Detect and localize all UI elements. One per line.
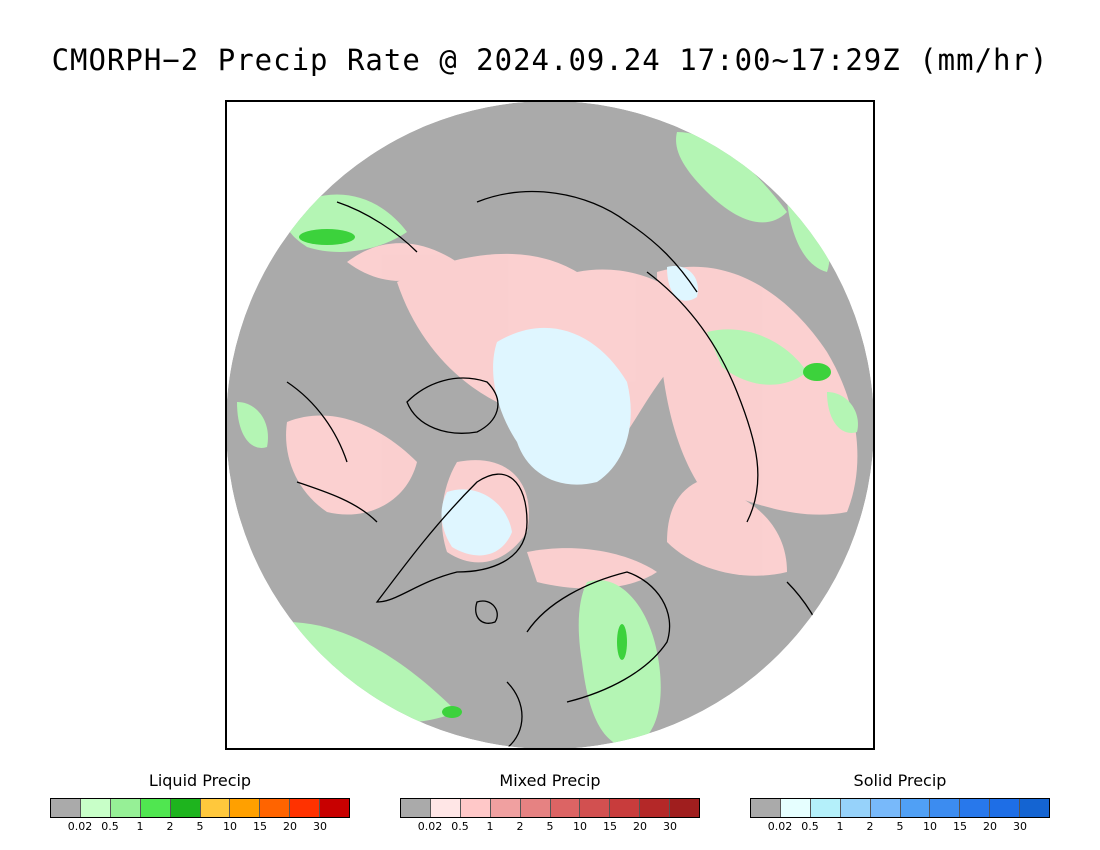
- legend-tick-label: 20: [983, 820, 997, 833]
- legend-mixed: Mixed Precip 0.02 0.5 1 2 5 10 15 20 30: [400, 770, 700, 834]
- legend-swatch: [549, 799, 580, 817]
- legend-tick-label: 5: [896, 820, 904, 833]
- legend-tick-label: 2: [516, 820, 524, 833]
- legend-swatch: [959, 799, 990, 817]
- legend-swatch: [319, 799, 350, 817]
- legend-tick-label: 15: [953, 820, 967, 833]
- legend-tick-label: 0.5: [801, 820, 819, 833]
- legend-swatch: [929, 799, 960, 817]
- tick-labels-solid: 0.02 0.5 1 2 5 10 15 20 30: [750, 820, 1050, 834]
- legend-swatch: [429, 799, 460, 817]
- legend-tick-label: 30: [663, 820, 677, 833]
- legend-swatch: [579, 799, 610, 817]
- legend-swatch: [169, 799, 200, 817]
- legend-tick-label: 0.5: [451, 820, 469, 833]
- legend-swatch: [989, 799, 1020, 817]
- legend-swatch: [869, 799, 900, 817]
- legend-liquid: Liquid Precip 0.02 0.5 1 2 5 10 15 20 30: [50, 770, 350, 834]
- legend-swatch: [809, 799, 840, 817]
- color-bar-solid: [750, 798, 1050, 818]
- legend-title-mixed: Mixed Precip: [499, 771, 601, 790]
- legend-swatch: [79, 799, 110, 817]
- legend-title-liquid: Liquid Precip: [148, 771, 252, 790]
- legend-tick-label: 30: [313, 820, 327, 833]
- legend-swatch: [139, 799, 170, 817]
- liquid-precip-regions: [237, 132, 858, 748]
- legend-swatch: [401, 799, 430, 817]
- legend-swatch: [229, 799, 260, 817]
- legend-swatch: [489, 799, 520, 817]
- legend-swatch: [519, 799, 550, 817]
- legend-tick-label: 0.02: [417, 820, 443, 833]
- legend-tick-label: 20: [283, 820, 297, 833]
- legend-tick-label: 10: [223, 820, 237, 833]
- legend-swatch: [51, 799, 80, 817]
- tick-labels-mixed: 0.02 0.5 1 2 5 10 15 20 30: [400, 820, 700, 834]
- polar-precip-map: [225, 100, 875, 750]
- legend-swatch: [639, 799, 670, 817]
- legend-swatch: [259, 799, 290, 817]
- legend-swatch: [751, 799, 780, 817]
- legend-tick-label: 0.02: [67, 820, 93, 833]
- legend-tick-label: 5: [196, 820, 204, 833]
- legend-swatch: [839, 799, 870, 817]
- legend-tick-label: 1: [136, 820, 144, 833]
- legend-tick-label: 5: [546, 820, 554, 833]
- legend-tick-label: 2: [866, 820, 874, 833]
- legend-tick-label: 2: [166, 820, 174, 833]
- legend-swatch: [899, 799, 930, 817]
- legend-solid: Solid Precip 0.02 0.5 1 2 5 10 15 20 30: [750, 770, 1050, 834]
- chart-title: CMORPH−2 Precip Rate @ 2024.09.24 17:00~…: [51, 43, 1049, 77]
- legend-tick-label: 10: [923, 820, 937, 833]
- legend-swatch: [459, 799, 490, 817]
- legend-swatch: [609, 799, 640, 817]
- legend-swatch: [109, 799, 140, 817]
- solid-precip-regions: [441, 266, 698, 556]
- legend-tick-label: 15: [603, 820, 617, 833]
- legend-tick-label: 1: [836, 820, 844, 833]
- legend-swatch: [779, 799, 810, 817]
- legend-swatch: [1019, 799, 1050, 817]
- legend-tick-label: 20: [633, 820, 647, 833]
- legend-tick-label: 0.02: [767, 820, 793, 833]
- legend-tick-label: 10: [573, 820, 587, 833]
- legend-swatch: [669, 799, 700, 817]
- legend-title-solid: Solid Precip: [853, 771, 947, 790]
- legend-tick-label: 1: [486, 820, 494, 833]
- legend-swatch: [199, 799, 230, 817]
- map-canvas: [227, 102, 873, 748]
- coastlines: [286, 191, 828, 748]
- legend-swatch: [289, 799, 320, 817]
- legend-tick-label: 15: [253, 820, 267, 833]
- heavier-liquid-cells: [299, 229, 831, 718]
- legend-tick-label: 30: [1013, 820, 1027, 833]
- tick-labels-liquid: 0.02 0.5 1 2 5 10 15 20 30: [50, 820, 350, 834]
- color-bar-liquid: [50, 798, 350, 818]
- legend-tick-label: 0.5: [101, 820, 119, 833]
- color-bar-mixed: [400, 798, 700, 818]
